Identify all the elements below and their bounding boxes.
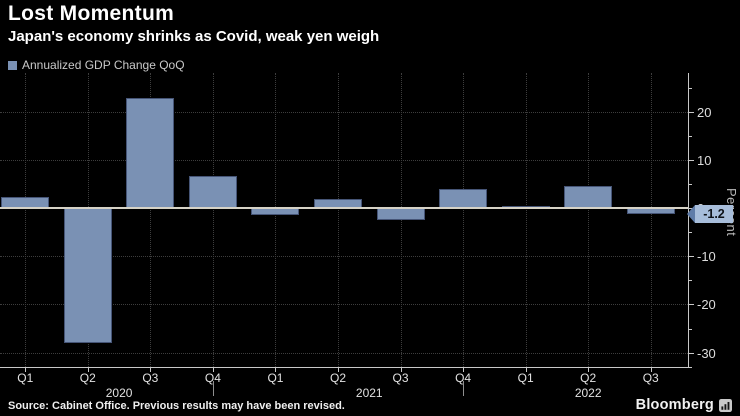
x-tick bbox=[338, 368, 339, 372]
legend-swatch-icon bbox=[8, 60, 17, 70]
x-tick-label: Q2 bbox=[79, 371, 96, 385]
flag-value-label: -1.2 bbox=[695, 205, 733, 224]
x-tick-label: Q1 bbox=[17, 371, 34, 385]
y-tick-label: -20 bbox=[697, 297, 716, 313]
x-tick bbox=[150, 368, 152, 372]
x-tick-label: Q2 bbox=[580, 371, 597, 385]
vertical-gridline bbox=[650, 73, 652, 367]
y-tick-minor bbox=[688, 136, 692, 138]
x-tick bbox=[463, 368, 465, 372]
page-title: Lost Momentum bbox=[8, 2, 175, 25]
bar-q2 bbox=[63, 208, 112, 344]
horizontal-gridline bbox=[0, 160, 688, 162]
year-label: 2022 bbox=[574, 386, 602, 400]
horizontal-gridline bbox=[0, 112, 688, 114]
y-tick-minor bbox=[688, 232, 692, 234]
last-value-flag: -1.2 bbox=[687, 205, 733, 224]
bloomberg-wordmark: Bloomberg bbox=[635, 397, 714, 413]
bar-q4 bbox=[188, 176, 237, 209]
x-tick-label: Q4 bbox=[455, 371, 472, 385]
vertical-gridline bbox=[463, 73, 465, 367]
bar-q3 bbox=[376, 208, 425, 221]
x-tick-label: Q2 bbox=[329, 371, 346, 385]
vertical-gridline bbox=[588, 73, 590, 367]
page-subtitle: Japan's economy shrinks as Covid, weak y… bbox=[8, 28, 380, 45]
source-note: Source: Cabinet Office. Previous results… bbox=[8, 400, 345, 412]
legend-label: Annualized GDP Change QoQ bbox=[22, 58, 185, 72]
y-tick-label: -10 bbox=[697, 249, 716, 265]
bar-q4 bbox=[439, 189, 488, 209]
bloomberg-logo: Bloomberg bbox=[636, 397, 732, 413]
y-tick-label: 20 bbox=[697, 105, 712, 121]
year-divider bbox=[212, 381, 214, 396]
x-tick bbox=[87, 368, 89, 372]
horizontal-gridline bbox=[0, 304, 688, 306]
x-tick bbox=[275, 368, 277, 372]
y-tick-label: -30 bbox=[697, 345, 716, 361]
zero-line bbox=[0, 207, 688, 210]
chart-plot-area bbox=[0, 73, 688, 367]
bar-q2 bbox=[564, 185, 613, 209]
x-tick bbox=[400, 368, 402, 372]
y-tick-minor bbox=[688, 280, 692, 282]
y-tick-label: 10 bbox=[697, 153, 712, 169]
x-axis: Q1 Q2 Q3 Q4 Q1 Q2 Q3 Q4 Q1 Q2 Q3 2020 2021 2022 bbox=[0, 367, 740, 401]
year-divider bbox=[463, 381, 465, 396]
y-tick-major bbox=[688, 112, 694, 114]
y-tick-major bbox=[688, 256, 694, 258]
y-tick-minor bbox=[688, 328, 692, 330]
y-tick-minor bbox=[688, 184, 692, 186]
x-tick-label: Q4 bbox=[204, 371, 221, 385]
vertical-gridline bbox=[150, 73, 152, 367]
bloomberg-chart-icon bbox=[719, 398, 732, 412]
x-tick-label: Q1 bbox=[517, 371, 534, 385]
horizontal-gridline bbox=[0, 352, 688, 354]
x-tick-label: Q3 bbox=[142, 371, 159, 385]
y-tick-major bbox=[688, 352, 694, 354]
x-tick bbox=[25, 368, 27, 372]
year-label: 2020 bbox=[105, 386, 133, 400]
vertical-gridline bbox=[212, 73, 214, 367]
vertical-gridline bbox=[25, 73, 27, 367]
x-tick-label: Q3 bbox=[642, 371, 659, 385]
y-tick-major bbox=[688, 160, 694, 162]
vertical-gridline bbox=[338, 73, 339, 367]
x-tick-label: Q3 bbox=[392, 371, 409, 385]
x-axis-line bbox=[0, 367, 692, 368]
x-tick-label: Q1 bbox=[267, 371, 284, 385]
legend: Annualized GDP Change QoQ bbox=[8, 58, 185, 72]
horizontal-gridline bbox=[0, 256, 688, 258]
y-tick-major bbox=[688, 304, 694, 306]
x-tick bbox=[650, 368, 652, 372]
vertical-gridline bbox=[525, 73, 527, 367]
year-label: 2021 bbox=[355, 386, 383, 400]
flag-pointer-icon bbox=[687, 205, 695, 224]
bar-q3 bbox=[126, 98, 175, 209]
x-tick bbox=[588, 368, 590, 372]
x-tick bbox=[212, 368, 214, 372]
x-tick bbox=[525, 368, 527, 372]
vertical-gridline bbox=[275, 73, 277, 367]
y-tick-minor bbox=[688, 87, 692, 89]
